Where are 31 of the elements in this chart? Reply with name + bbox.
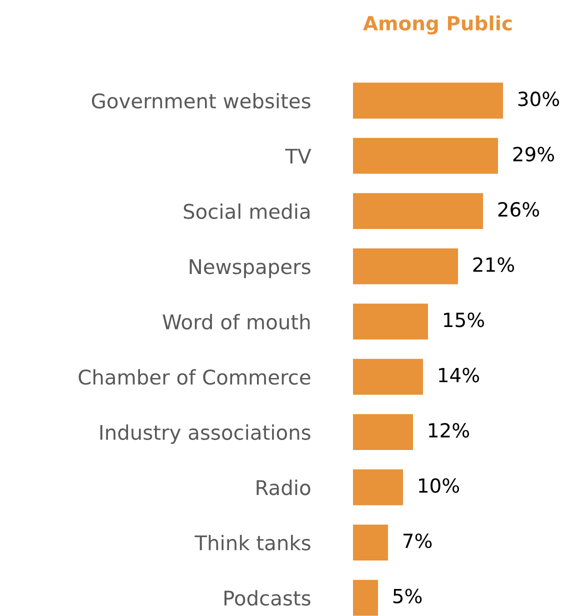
bar [353,358,423,395]
y-tick-label: TV [285,148,312,164]
chart-title: Among Public [363,16,512,34]
data-label: 26% [498,202,540,217]
data-label: 7% [403,533,432,548]
data-label: 15% [444,312,484,328]
y-tick-label: Word of mouth [162,314,310,330]
bar [353,304,428,340]
y-tick-label: Government websites [92,92,310,109]
data-label: 12% [429,422,470,438]
bar [353,414,413,450]
y-tick-label: Think tanks [194,534,310,550]
bar [353,524,388,560]
y-tick-label: Radio [256,480,310,496]
bar [353,193,483,230]
bar [353,138,498,174]
data-label: 29% [513,146,554,162]
y-tick-label: Industry associations [100,424,310,444]
bar [353,580,378,616]
y-tick-label: Newspapers [190,259,310,278]
data-label: 14% [439,368,480,382]
y-tick-label: Podcasts [224,590,310,606]
data-label: 30% [518,92,560,106]
y-tick-label: Chamber of Commerce [78,369,310,385]
bar [353,469,403,506]
data-label: 10% [419,478,460,493]
y-tick-label: Social media [184,203,310,220]
bar [353,248,458,284]
bar [353,82,503,119]
data-label: 5% [393,588,422,604]
data-label: 21% [473,257,514,272]
